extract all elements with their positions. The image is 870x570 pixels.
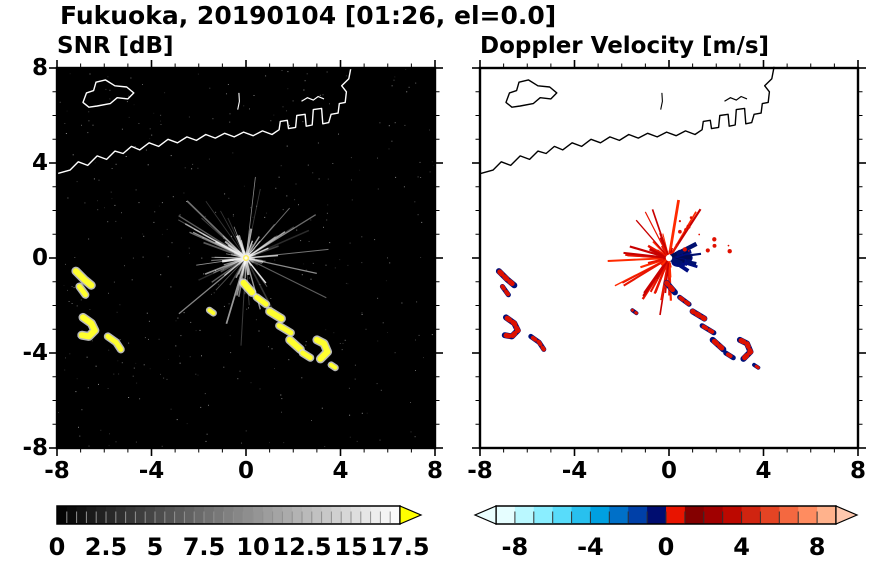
coastline [479, 66, 775, 175]
x-tick-label-snr: 4 [332, 458, 349, 484]
figure-title: Fukuoka, 20190104 [01:26, el=0.0] [60, 1, 557, 30]
doppler-colorbar-label: -8 [501, 533, 529, 561]
snr-colorbar-label: 7.5 [182, 533, 226, 561]
doppler-plot [472, 60, 866, 456]
x-tick-label-doppler: -8 [467, 458, 493, 484]
x-tick-label-doppler: 4 [755, 458, 772, 484]
velocity-red-fan [607, 199, 702, 316]
doppler-colorbar-label: 8 [808, 533, 826, 561]
precip-echoes [71, 266, 339, 372]
y-tick-label: -8 [22, 435, 48, 461]
x-tick-label-snr: -4 [138, 458, 165, 484]
doppler-panel-title: Doppler Velocity [m/s] [480, 33, 770, 59]
snr-colorbar-label: 10 [236, 533, 270, 561]
doppler-over-range-arrow [835, 505, 859, 525]
precip-echoes [495, 268, 761, 370]
x-tick-label-snr: 8 [426, 458, 443, 484]
y-tick-label: 0 [31, 245, 48, 271]
x-tick-label-snr: 0 [237, 458, 254, 484]
axis-frame [472, 60, 866, 456]
x-tick-label-doppler: 8 [849, 458, 866, 484]
snr-colorbar-label: 0 [48, 533, 66, 561]
y-tick-label: -4 [22, 340, 48, 366]
snr-colorbar-label: 2.5 [84, 533, 128, 561]
x-tick-label-snr: -8 [44, 458, 70, 484]
velocity-speckles [675, 216, 732, 254]
snr-colorbar-label: 5 [146, 533, 164, 561]
x-tick-label-doppler: 0 [660, 458, 677, 484]
snr-panel-title: SNR [dB] [57, 33, 174, 59]
noise-speckles [57, 68, 434, 449]
snr-colorbar-label: 12.5 [272, 533, 332, 561]
doppler-colorbar-label: 0 [657, 533, 675, 561]
doppler-under-range-arrow [473, 505, 497, 525]
y-tick-label: 4 [31, 150, 48, 176]
doppler-colorbar [473, 505, 859, 525]
y-tick-label: 8 [31, 55, 48, 81]
radar-center-gap [665, 254, 673, 262]
snr-colorbar [56, 505, 423, 525]
coastline [56, 66, 352, 175]
snr-colorbar-label: 17.5 [370, 533, 430, 561]
doppler-colorbar-label: -4 [577, 533, 604, 561]
x-tick-label-doppler: -4 [561, 458, 588, 484]
snr-over-range-arrow [399, 505, 423, 525]
snr-colorbar-label: 15 [334, 533, 368, 561]
doppler-colorbar-label: 4 [733, 533, 750, 561]
radar-center-dot [243, 255, 249, 261]
snr-plot [49, 60, 443, 456]
axis-frame [49, 60, 443, 456]
